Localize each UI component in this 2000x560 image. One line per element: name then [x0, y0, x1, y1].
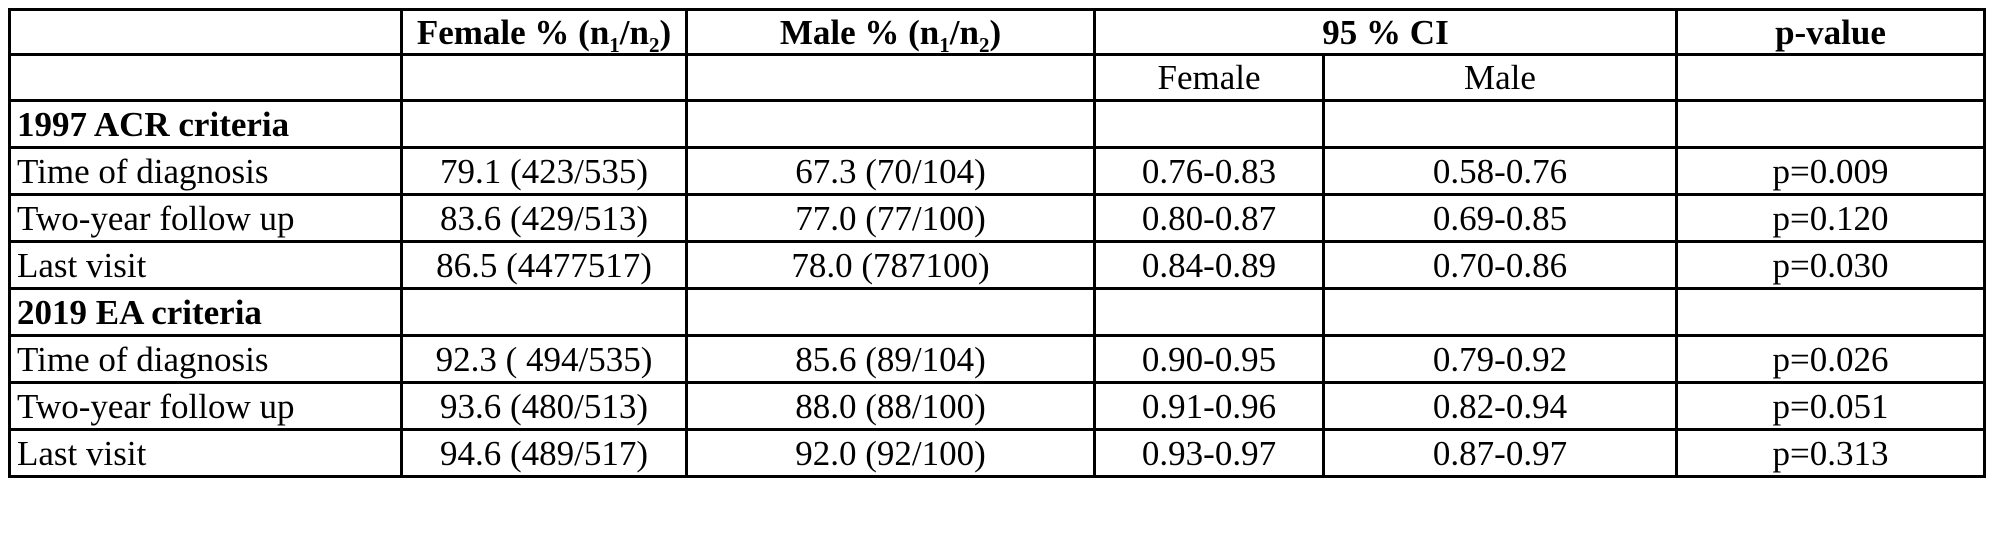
empty-cell — [685, 287, 1096, 337]
header-sub-empty-1 — [8, 53, 403, 102]
cell-female: 92.3 ( 494/535) — [400, 334, 688, 384]
row-label: Time of diagnosis — [8, 146, 403, 196]
header-empty-corner — [8, 8, 403, 56]
table-row: Last visit 94.6 (489/517) 92.0 (92/100) … — [8, 428, 1986, 478]
header-ci: 95 % CI — [1093, 8, 1678, 56]
empty-cell — [1093, 99, 1325, 149]
section-row-2019: 2019 EA criteria — [8, 287, 1986, 337]
cell-male: 77.0 (77/100) — [685, 193, 1096, 243]
cell-ci-male: 0.82-0.94 — [1322, 381, 1678, 431]
header-sub-empty-4 — [1675, 53, 1986, 102]
header-ci-female: Female — [1093, 53, 1325, 102]
cell-ci-female: 0.93-0.97 — [1093, 428, 1325, 478]
header-male-pct: Male % (n1/n2) — [685, 8, 1096, 56]
cell-female: 94.6 (489/517) — [400, 428, 688, 478]
empty-cell — [1322, 287, 1678, 337]
empty-cell — [1322, 99, 1678, 149]
row-label: Last visit — [8, 240, 403, 290]
cell-ci-male: 0.58-0.76 — [1322, 146, 1678, 196]
table-row: Last visit 86.5 (4477517) 78.0 (787100) … — [8, 240, 1986, 290]
empty-cell — [1675, 287, 1986, 337]
cell-pvalue: p=0.026 — [1675, 334, 1986, 384]
cell-ci-male: 0.70-0.86 — [1322, 240, 1678, 290]
header-male-pct-sub2: 2 — [978, 32, 990, 55]
empty-cell — [1675, 99, 1986, 149]
empty-cell — [400, 287, 688, 337]
cell-male: 67.3 (70/104) — [685, 146, 1096, 196]
header-ci-male: Male — [1322, 53, 1678, 102]
empty-cell — [685, 99, 1096, 149]
table-row: Time of diagnosis 92.3 ( 494/535) 85.6 (… — [8, 334, 1986, 384]
cell-female: 79.1 (423/535) — [400, 146, 688, 196]
header-female-pct-post: ) — [659, 12, 672, 52]
header-female-pct-sub2: 2 — [649, 32, 660, 55]
cell-ci-female: 0.76-0.83 — [1093, 146, 1325, 196]
header-row-ci-sub: Female Male — [8, 53, 1986, 102]
cell-pvalue: p=0.051 — [1675, 381, 1986, 431]
header-male-pct-pre: Male % (n — [779, 12, 940, 52]
header-male-pct-mid: /n — [949, 12, 979, 52]
row-label: Two-year follow up — [8, 381, 403, 431]
cell-female: 83.6 (429/513) — [400, 193, 688, 243]
cell-ci-female: 0.91-0.96 — [1093, 381, 1325, 431]
cell-female: 86.5 (4477517) — [400, 240, 688, 290]
header-female-pct-pre: Female % (n — [416, 12, 610, 52]
results-table: Female % (n1/n2) Male % (n1/n2) 95 % CI … — [8, 8, 1986, 478]
cell-ci-female: 0.84-0.89 — [1093, 240, 1325, 290]
section-title-2019: 2019 EA criteria — [8, 287, 403, 337]
cell-pvalue: p=0.030 — [1675, 240, 1986, 290]
section-row-1997: 1997 ACR criteria — [8, 99, 1986, 149]
cell-ci-female: 0.80-0.87 — [1093, 193, 1325, 243]
table-row: Time of diagnosis 79.1 (423/535) 67.3 (7… — [8, 146, 1986, 196]
cell-pvalue: p=0.313 — [1675, 428, 1986, 478]
row-label: Last visit — [8, 428, 403, 478]
row-label: Time of diagnosis — [8, 334, 403, 384]
cell-ci-female: 0.90-0.95 — [1093, 334, 1325, 384]
header-male-pct-sub1: 1 — [939, 32, 950, 55]
header-sub-empty-2 — [400, 53, 688, 102]
header-female-pct-sub1: 1 — [609, 32, 620, 55]
header-male-pct-post: ) — [989, 12, 1002, 52]
cell-male: 78.0 (787100) — [685, 240, 1096, 290]
header-row-main: Female % (n1/n2) Male % (n1/n2) 95 % CI … — [8, 8, 1986, 56]
cell-pvalue: p=0.120 — [1675, 193, 1986, 243]
cell-ci-male: 0.79-0.92 — [1322, 334, 1678, 384]
empty-cell — [1093, 287, 1325, 337]
row-label: Two-year follow up — [8, 193, 403, 243]
table-row: Two-year follow up 83.6 (429/513) 77.0 (… — [8, 193, 1986, 243]
cell-female: 93.6 (480/513) — [400, 381, 688, 431]
cell-ci-male: 0.69-0.85 — [1322, 193, 1678, 243]
cell-male: 85.6 (89/104) — [685, 334, 1096, 384]
table-row: Two-year follow up 93.6 (480/513) 88.0 (… — [8, 381, 1986, 431]
cell-male: 92.0 (92/100) — [685, 428, 1096, 478]
empty-cell — [400, 99, 688, 149]
header-female-pct: Female % (n1/n2) — [400, 8, 688, 56]
section-title-1997: 1997 ACR criteria — [8, 99, 403, 149]
cell-ci-male: 0.87-0.97 — [1322, 428, 1678, 478]
header-pvalue: p-value — [1675, 8, 1986, 56]
header-sub-empty-3 — [685, 53, 1096, 102]
cell-male: 88.0 (88/100) — [685, 381, 1096, 431]
cell-pvalue: p=0.009 — [1675, 146, 1986, 196]
header-female-pct-mid: /n — [619, 12, 649, 52]
